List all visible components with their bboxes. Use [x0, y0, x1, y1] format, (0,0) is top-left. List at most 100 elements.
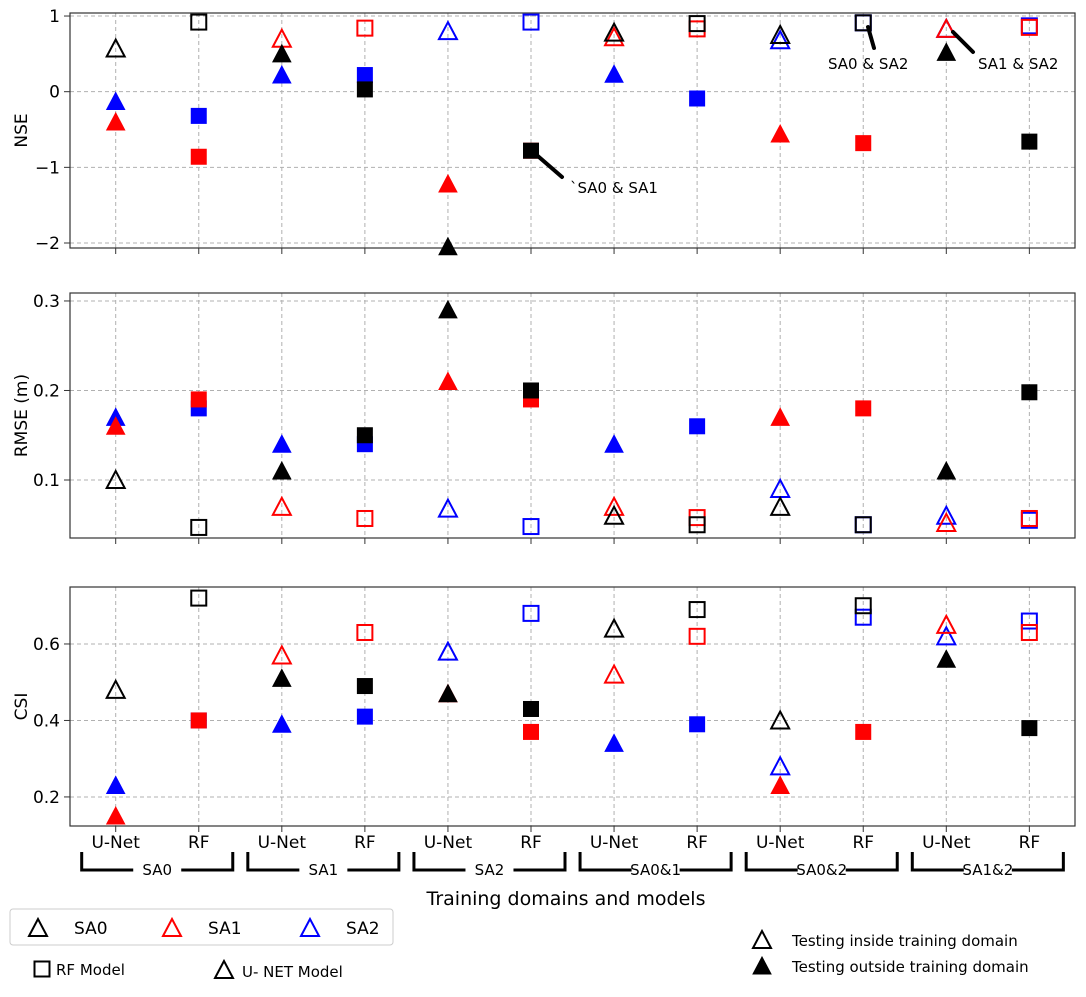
- data-point-sa1-0-11: [1020, 18, 1038, 36]
- data-point-sa0-2-7: [688, 601, 706, 619]
- y-tick-label: 0.3: [33, 292, 60, 312]
- y-tick-label: 0: [49, 83, 60, 103]
- y-tick-label: 0.2: [33, 788, 60, 808]
- legend-label: SA1: [208, 919, 242, 939]
- annotation-arrow: [530, 149, 564, 179]
- data-point-sa2-0-0: [105, 91, 126, 111]
- annotation-label: SA1 & SA2: [978, 55, 1058, 73]
- data-point-sa0-2-10: [936, 649, 957, 668]
- data-point-sa2-2-5: [522, 604, 540, 622]
- x-tick-label: U-Net: [922, 833, 971, 853]
- group-label: SA0&2: [796, 861, 847, 879]
- legend-marker-inside: [751, 928, 773, 949]
- data-point-sa2-2-11: [1020, 612, 1038, 630]
- group-label-bg: [963, 860, 1012, 876]
- data-point-sa1-0-3: [356, 19, 374, 37]
- data-point-sa0-0-3: [356, 81, 373, 98]
- data-point-sa2-1-5: [522, 518, 540, 536]
- legend-marker-sa0: [27, 916, 49, 937]
- x-tick-label: RF: [520, 833, 542, 853]
- data-point-sa2-0-3: [356, 67, 373, 84]
- data-point-sa2-1-6: [604, 434, 624, 453]
- y-tick-label: 1: [49, 7, 60, 27]
- y-tick-label: 0.2: [33, 381, 60, 401]
- x-tick-label: U-Net: [91, 833, 140, 853]
- data-point-sa1-2-5: [523, 723, 539, 740]
- y-tick-label: 0.4: [33, 711, 60, 731]
- annotation-arrow: [866, 25, 876, 50]
- data-point-sa1-0-8: [770, 123, 791, 143]
- y-tick-label: −2: [35, 234, 60, 254]
- data-point-sa2-2-9: [854, 608, 872, 626]
- group-label-bg: [299, 860, 348, 876]
- data-point-sa0-1-6: [603, 504, 625, 525]
- data-point-sa2-2-4: [437, 640, 459, 661]
- data-point-sa2-1-4: [437, 497, 459, 518]
- data-point-sa2-2-10: [935, 625, 957, 646]
- data-point-sa1-2-8: [770, 775, 791, 794]
- legend-label: Testing inside training domain: [791, 932, 1018, 950]
- data-point-sa0-2-11: [1021, 720, 1038, 737]
- data-point-sa2-1-7: [689, 418, 706, 435]
- data-point-sa0-1-11: [1021, 384, 1038, 401]
- data-point-sa2-0-6: [604, 64, 624, 83]
- group-label: SA0: [142, 861, 172, 879]
- data-point-sa1-1-1: [190, 391, 207, 408]
- annotation-arrow: [951, 30, 975, 54]
- data-point-sa2-0-1: [190, 107, 207, 124]
- legend-marker-outside: [752, 955, 772, 975]
- y-tick-label: 0.6: [33, 635, 60, 655]
- data-point-sa1-0-9: [855, 135, 872, 152]
- data-point-sa0-2-0: [105, 678, 127, 699]
- data-point-sa0-1-1: [190, 518, 208, 536]
- data-point-sa0-1-8: [769, 495, 791, 516]
- data-point-sa1-2-0: [105, 805, 126, 825]
- x-tick-label: U-Net: [258, 833, 307, 853]
- annotation-label: `SA0 & SA1: [570, 179, 658, 197]
- group-label-bg: [631, 860, 680, 876]
- legend-marker-sa2: [299, 916, 321, 937]
- data-point-sa2-2-3: [356, 708, 373, 725]
- data-point-sa1-2-11: [1020, 624, 1038, 642]
- data-point-sa0-0-2: [271, 43, 292, 63]
- legend-label: U- NET Model: [242, 963, 343, 981]
- data-point-sa0-1-0: [105, 468, 127, 489]
- data-point-sa0-2-8: [769, 709, 791, 730]
- legend-marker-sa1: [161, 916, 183, 937]
- data-point-sa1-0-0: [105, 111, 126, 131]
- panel-nse: [64, 12, 1076, 256]
- x-tick-label: RF: [1019, 833, 1041, 853]
- data-point-sa1-0-4: [438, 173, 458, 193]
- legend-label: SA2: [346, 919, 380, 939]
- group-label-bg: [797, 860, 846, 876]
- y-axis-label: CSI: [12, 693, 32, 721]
- data-point-sa0-0-4: [438, 236, 458, 256]
- data-point-sa2-2-6: [604, 733, 624, 752]
- data-point-sa0-1-9: [854, 516, 872, 534]
- data-point-sa1-2-7: [688, 627, 706, 645]
- y-tick-label: −1: [35, 158, 60, 178]
- x-tick-label: U-Net: [756, 833, 805, 853]
- data-point-sa0-0-9: [854, 14, 872, 32]
- data-point-sa0-0-0: [105, 37, 127, 58]
- data-point-sa0-1-5: [523, 382, 539, 399]
- data-point-sa2-2-7: [689, 716, 706, 733]
- legend-label: Testing outside training domain: [791, 958, 1029, 976]
- data-point-sa1-0-10: [935, 17, 957, 38]
- data-point-sa0-0-6: [603, 21, 625, 42]
- data-point-sa0-2-6: [603, 617, 625, 638]
- data-point-sa1-1-2: [271, 495, 293, 516]
- data-point-sa2-1-10: [935, 504, 957, 525]
- plot-frame: [69, 12, 1076, 249]
- data-point-sa0-0-11: [1021, 133, 1038, 150]
- data-point-sa1-2-1: [190, 712, 207, 729]
- data-point-sa1-2-3: [356, 624, 374, 642]
- data-point-sa1-1-9: [855, 400, 872, 417]
- panel-csi: [64, 586, 1076, 832]
- group-label-bg: [465, 860, 514, 876]
- data-point-sa1-1-11: [1020, 509, 1038, 527]
- data-point-sa2-2-8: [769, 755, 791, 776]
- x-tick-label: RF: [686, 833, 708, 853]
- x-tick-label: U-Net: [590, 833, 639, 853]
